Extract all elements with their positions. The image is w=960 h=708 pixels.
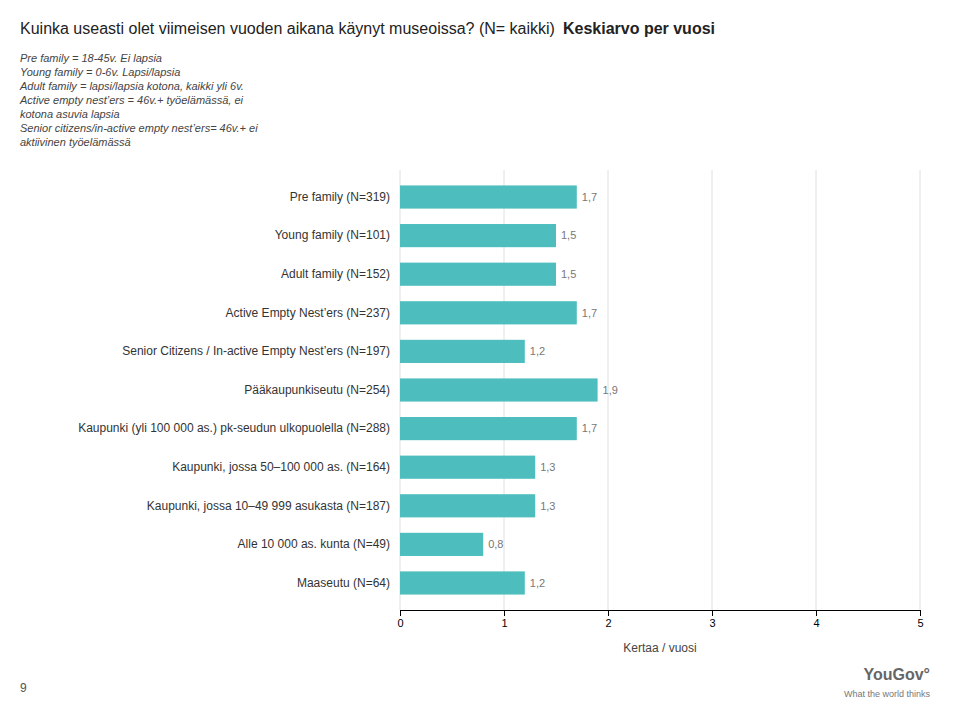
- tick-mark: [920, 610, 921, 616]
- tick-label: 1: [501, 617, 507, 629]
- tick: Maaseutu (N=64): [297, 576, 390, 590]
- bar: [400, 340, 525, 363]
- grid-line: [920, 170, 921, 610]
- bars: [400, 185, 598, 594]
- bar: [400, 224, 556, 247]
- bar: [400, 185, 577, 208]
- category-label: Active Empty Nest’ers (N=237): [226, 306, 390, 320]
- category-label: Kaupunki, jossa 50–100 000 as. (N=164): [172, 460, 390, 474]
- tick: 3: [709, 610, 715, 629]
- bar: [400, 263, 556, 286]
- category-label: Pre family (N=319): [290, 190, 390, 204]
- bar: [400, 533, 483, 556]
- tick: Kaupunki, jossa 50–100 000 as. (N=164): [172, 460, 390, 474]
- category-label: Young family (N=101): [275, 228, 390, 242]
- category-label: Adult family (N=152): [281, 267, 390, 281]
- bar: [400, 571, 525, 594]
- data-label: 1,5: [561, 229, 576, 241]
- logo: YouGov°: [863, 666, 930, 683]
- annotation: Senior citizens/in-active empty nest’ers…: [20, 122, 258, 134]
- tick-label: 3: [709, 617, 715, 629]
- tick-label: 4: [813, 617, 819, 629]
- data-labels: 1,7 1,5 1,5 1,7 1,2 1,9 1,7 1,3 1,3 0,8 1,2: [488, 191, 618, 589]
- x-axis-label: Kertaa / vuosi: [623, 641, 696, 655]
- bar: [400, 456, 535, 479]
- data-label: 1,2: [530, 345, 545, 357]
- category-label: Pääkaupunkiseutu (N=254): [244, 383, 390, 397]
- annotation: kotona asuvia lapsia: [20, 108, 120, 120]
- tick: Kaupunki, jossa 10–49 999 asukasta (N=18…: [147, 499, 390, 513]
- tagline: What the world thinks: [844, 689, 931, 699]
- tick: Kaupunki (yli 100 000 as.) pk-seudun ulk…: [78, 421, 390, 435]
- grid: [400, 170, 920, 610]
- chart: Kuinka useasti olet viimeisen vuoden aik…: [0, 0, 960, 708]
- tick-mark: [504, 610, 505, 616]
- tick-label: 5: [917, 617, 923, 629]
- logo-part: You: [863, 666, 892, 683]
- bar: [400, 378, 598, 401]
- category-label: Alle 10 000 as. kunta (N=49): [238, 537, 390, 551]
- tick: 4: [813, 610, 819, 629]
- subtitle: Keskiarvo per vuosi: [563, 20, 715, 37]
- y-axis: Pre family (N=319) Young family (N=101) Ad…: [78, 190, 390, 590]
- x-axis: 0 1 2 3 4 5: [397, 610, 923, 629]
- tick: Young family (N=101): [275, 228, 390, 242]
- tick: 1: [501, 610, 507, 629]
- data-label: 0,8: [488, 538, 503, 550]
- axis-line: [401, 611, 921, 617]
- tick: Alle 10 000 as. kunta (N=49): [238, 537, 390, 551]
- data-label: 1,7: [582, 191, 597, 203]
- tick: Active Empty Nest’ers (N=237): [226, 306, 390, 320]
- data-label: 1,2: [530, 577, 545, 589]
- tick-mark: [816, 610, 817, 616]
- tick: 0: [397, 610, 403, 629]
- annotation: Pre family = 18-45v. Ei lapsia: [20, 52, 162, 64]
- grid-line: [712, 170, 713, 610]
- data-label: 1,3: [540, 461, 555, 473]
- tick-mark: [608, 610, 609, 616]
- bar: [400, 301, 577, 324]
- bar: [400, 417, 577, 440]
- category-label: Senior Citizens / In-active Empty Nest’e…: [122, 344, 390, 358]
- annotation: Active empty nest’ers = 46v.+ työelämäss…: [19, 94, 244, 106]
- data-label: 1,5: [561, 268, 576, 280]
- logo-part: °: [924, 666, 930, 683]
- notes: Pre family = 18-45v. Ei lapsia Young fami…: [19, 52, 258, 148]
- data-label: 1,3: [540, 500, 555, 512]
- tick: Senior Citizens / In-active Empty Nest’e…: [122, 344, 390, 358]
- category-label: Kaupunki (yli 100 000 as.) pk-seudun ulk…: [78, 421, 390, 435]
- logo-part: Gov: [892, 666, 923, 683]
- data-label: 1,7: [582, 422, 597, 434]
- category-label: Maaseutu (N=64): [297, 576, 390, 590]
- annotation: Adult family = lapsi/lapsia kotona, kaik…: [19, 80, 244, 92]
- tick: Pääkaupunkiseutu (N=254): [244, 383, 390, 397]
- tick-label: 0: [397, 617, 403, 629]
- tick-mark: [400, 610, 401, 616]
- tick-label: 2: [605, 617, 611, 629]
- category-label: Kaupunki, jossa 10–49 999 asukasta (N=18…: [147, 499, 390, 513]
- tick: 5: [917, 610, 923, 629]
- title: Kuinka useasti olet viimeisen vuoden aik…: [20, 20, 555, 37]
- tick: Adult family (N=152): [281, 267, 390, 281]
- data-label: 1,7: [582, 307, 597, 319]
- data-label: 1,9: [603, 384, 618, 396]
- annotation: Young family = 0-6v. Lapsi/lapsia: [20, 66, 180, 78]
- tick: Pre family (N=319): [290, 190, 390, 204]
- footer: 9 YouGov° What the world thinks: [20, 666, 930, 699]
- grid-line: [816, 170, 817, 610]
- annotation: aktiivinen työelämässä: [20, 136, 131, 148]
- tick-mark: [712, 610, 713, 616]
- tick: 2: [605, 610, 611, 629]
- page-number: 9: [20, 681, 27, 695]
- bar: [400, 494, 535, 517]
